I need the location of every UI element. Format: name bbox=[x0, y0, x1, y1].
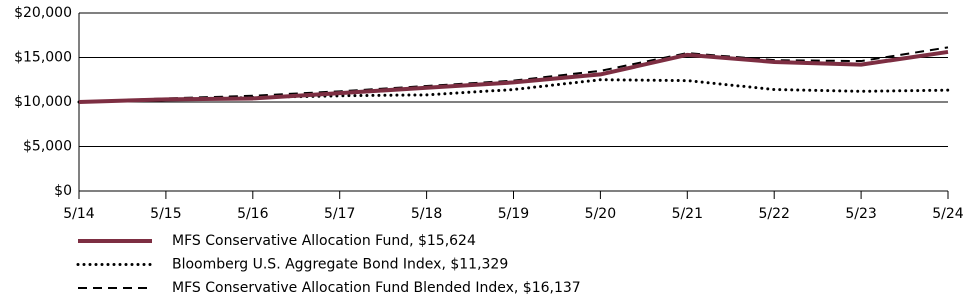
legend-label: MFS Conservative Allocation Fund, $15,62… bbox=[172, 233, 476, 249]
x-tick-label: 5/19 bbox=[498, 206, 529, 222]
x-tick-label: 5/21 bbox=[672, 206, 703, 222]
x-tick-label: 5/16 bbox=[237, 206, 269, 222]
y-tick-label: $5,000 bbox=[23, 139, 72, 155]
x-tick-label: 5/23 bbox=[845, 206, 876, 222]
legend-label: Bloomberg U.S. Aggregate Bond Index, $11… bbox=[172, 257, 508, 273]
y-tick-label: $15,000 bbox=[14, 50, 72, 66]
series-line bbox=[78, 46, 949, 103]
y-tick-label: $0 bbox=[54, 183, 72, 199]
x-tick-label: 5/17 bbox=[324, 206, 355, 222]
y-tick-label: $10,000 bbox=[14, 94, 72, 110]
series-line bbox=[78, 49, 949, 104]
x-tick-label: 5/20 bbox=[585, 206, 616, 222]
y-tick-label: $20,000 bbox=[14, 5, 72, 21]
x-tick-label: 5/24 bbox=[932, 206, 964, 222]
x-tick-label: 5/18 bbox=[411, 206, 442, 222]
x-tick-label: 5/15 bbox=[150, 206, 181, 222]
x-tick-label: 5/14 bbox=[63, 206, 95, 222]
legend-label: MFS Conservative Allocation Fund Blended… bbox=[172, 280, 581, 296]
x-tick-label: 5/22 bbox=[758, 206, 789, 222]
